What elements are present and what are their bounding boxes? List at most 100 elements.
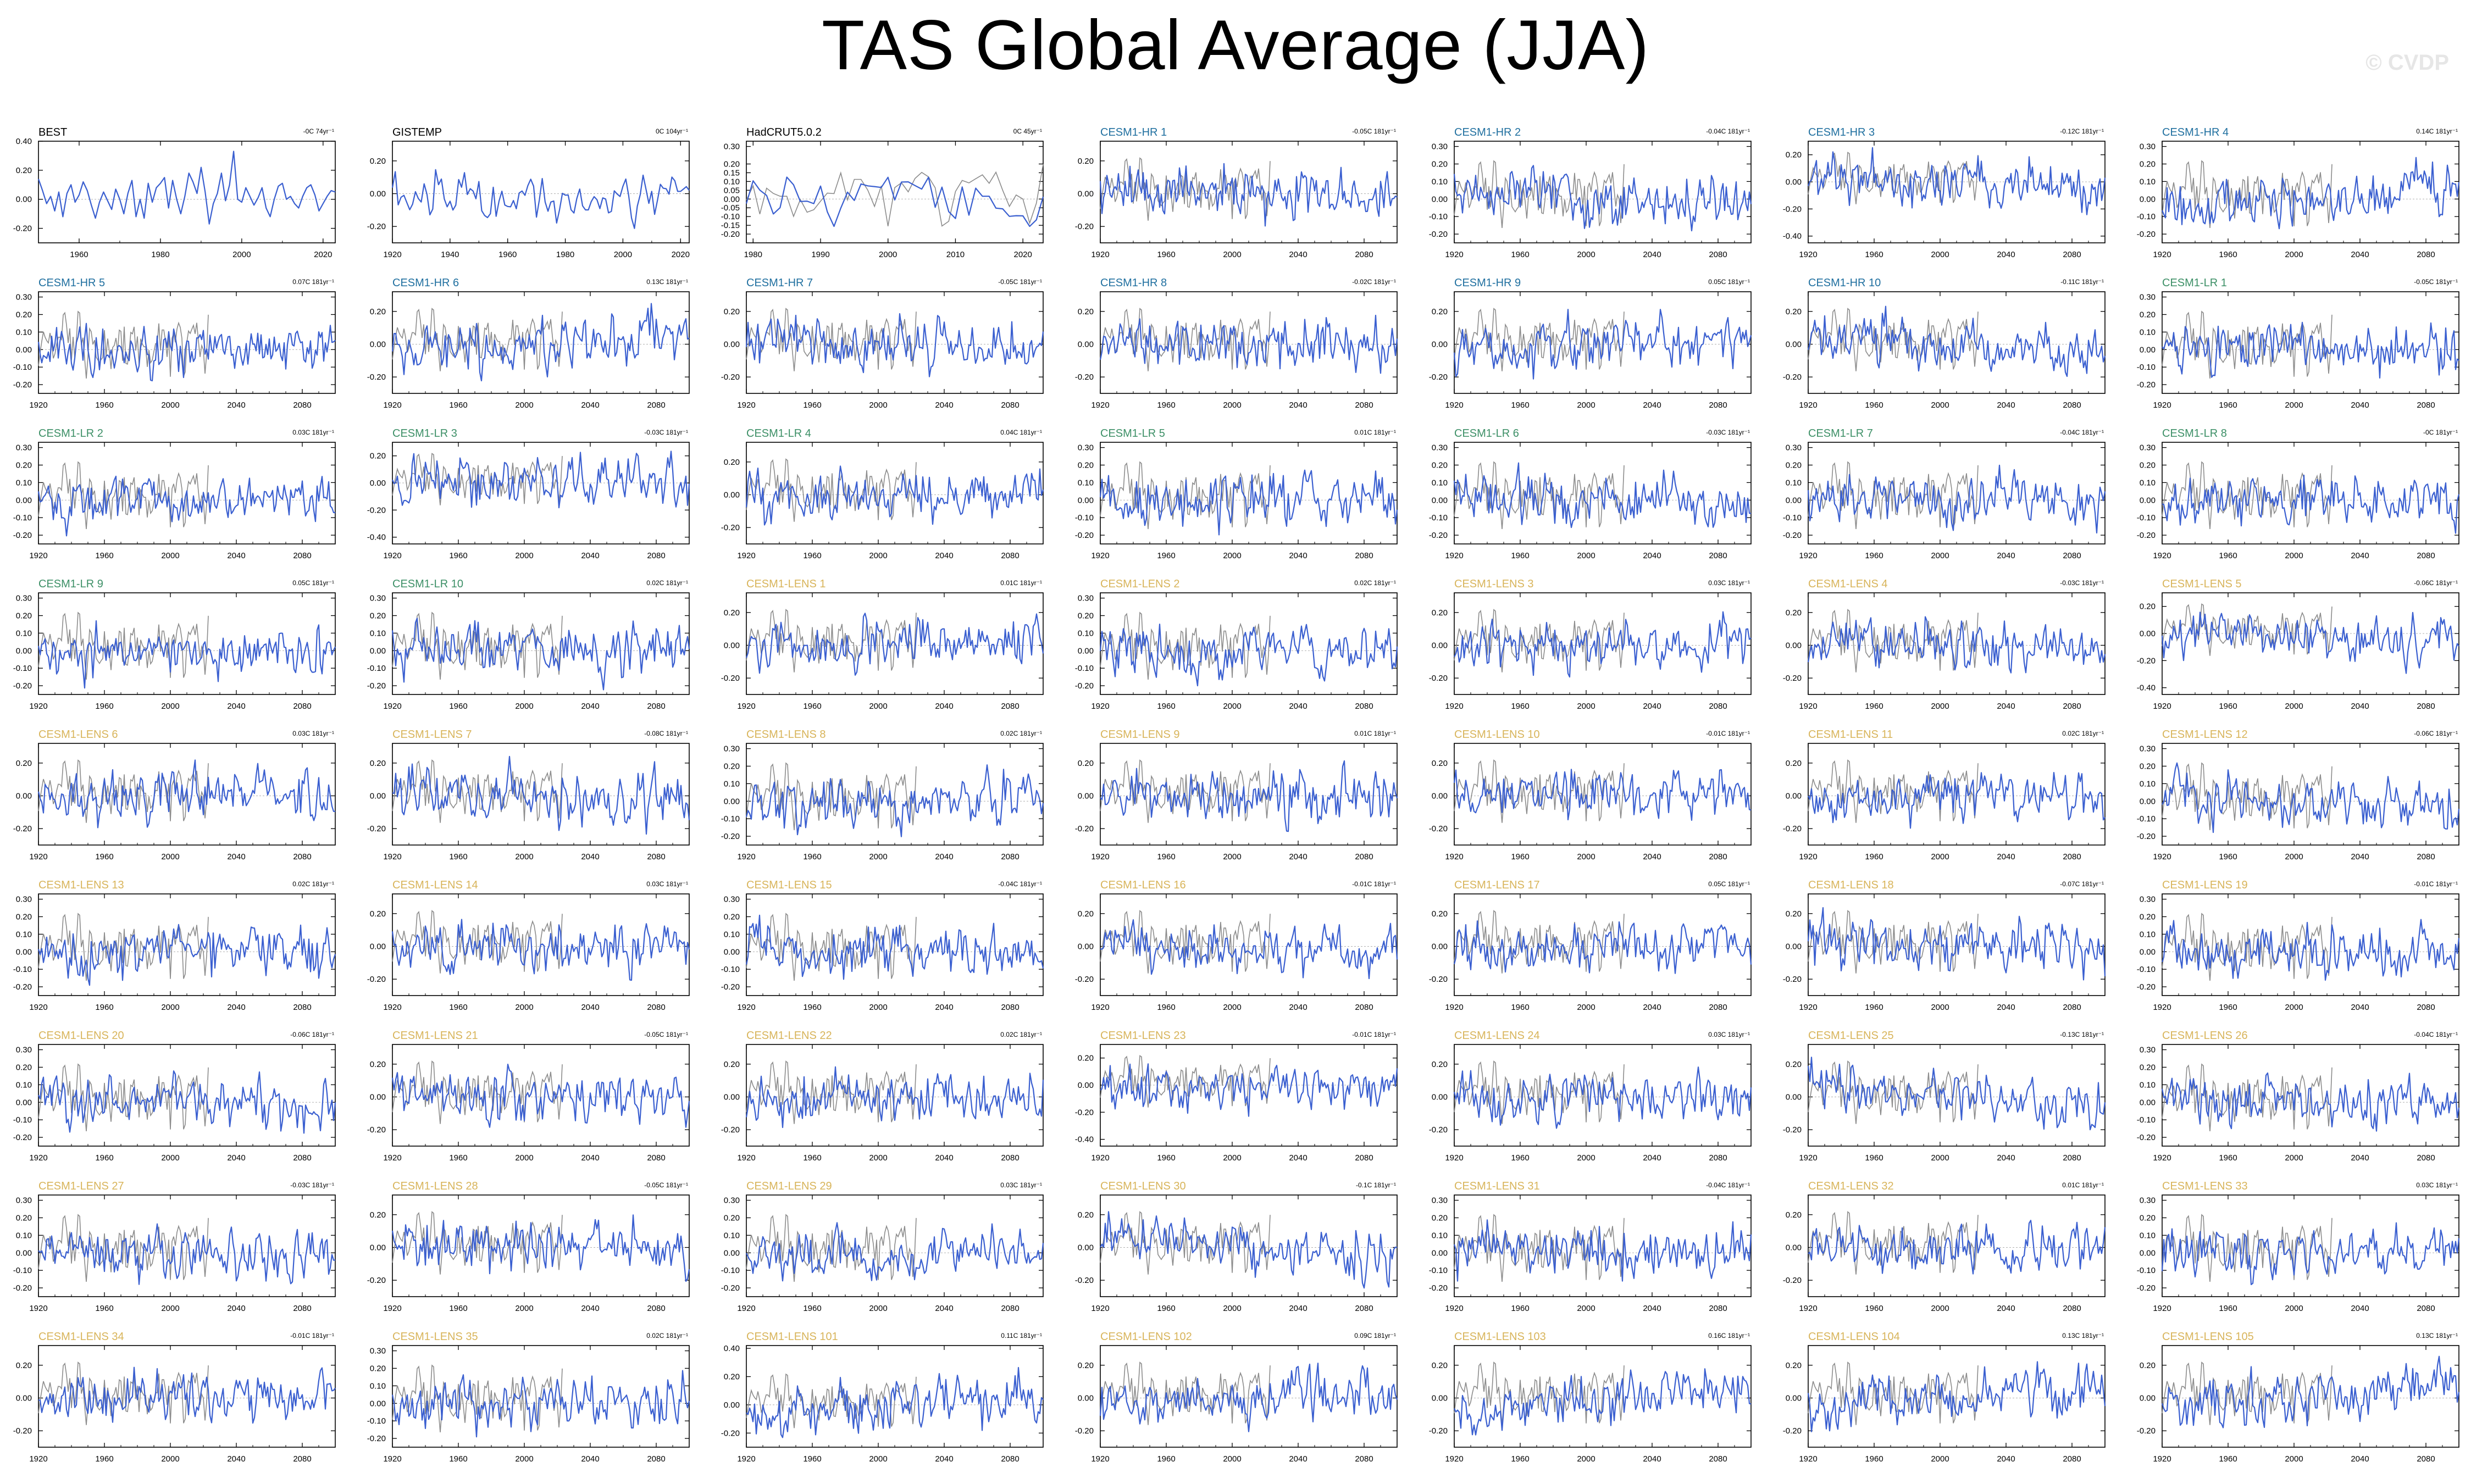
x-tick-label: 2000	[515, 852, 533, 862]
panel-label: CESM1-LR 8	[2162, 427, 2227, 440]
y-tick-label: 0.30	[370, 1347, 386, 1356]
y-tick-label: 0.00	[724, 1248, 740, 1258]
panel-cesm1-lr-5: CESM1-LR 5 0.01C 181yr⁻¹ 0.30 0.20 0.10 0.00 -…	[1075, 427, 1398, 560]
reference-series-line	[2162, 913, 2333, 981]
x-tick-label: 1960	[449, 1153, 467, 1163]
x-tick-label: 1960	[1157, 1003, 1175, 1012]
x-tick-label: 1960	[1511, 702, 1529, 711]
x-tick-label: 1960	[449, 852, 467, 862]
x-tick-label: 2000	[1223, 250, 1241, 259]
reference-series-line	[746, 609, 917, 672]
x-tick-label: 2040	[1997, 250, 2015, 259]
y-tick-label: 0.20	[1432, 159, 1448, 169]
y-tick-label: -0.20	[1783, 674, 1802, 683]
y-tick-label: -0.20	[2137, 832, 2156, 841]
x-tick-label: 2000	[2285, 1304, 2303, 1313]
panel-cesm1-lens-29: CESM1-LENS 29 0.03C 181yr⁻¹ 0.30 0.20 0.10 0.…	[721, 1180, 1044, 1313]
y-tick-label: -0.20	[367, 824, 386, 833]
y-tick-label: 0.10	[2140, 1080, 2156, 1090]
x-tick-label: 2000	[869, 401, 887, 410]
x-tick-label: 2080	[293, 401, 311, 410]
y-tick-label: -0.20	[13, 1133, 32, 1142]
x-tick-label: 1920	[1091, 1454, 1109, 1464]
x-tick-label: 1920	[29, 551, 47, 560]
y-tick-label: 0.00	[724, 641, 740, 650]
x-tick-label: 1960	[2219, 551, 2237, 560]
series-line	[745, 465, 1044, 526]
panel-cesm1-lens-1: CESM1-LENS 1 0.01C 181yr⁻¹ 0.20 0.00 -0.20 19…	[721, 578, 1044, 711]
y-tick-label: 0.20	[1786, 608, 1802, 618]
y-tick-label: 0.10	[16, 930, 32, 939]
y-tick-label: 0.30	[1432, 142, 1448, 152]
plot-frame	[392, 442, 690, 544]
x-tick-label: 1960	[95, 702, 113, 711]
x-tick-label: 2040	[1997, 1304, 2015, 1313]
series-line	[37, 1070, 336, 1134]
series-line	[1453, 165, 1752, 232]
y-tick-label: 0.00	[1432, 1393, 1448, 1403]
y-tick-label: -0.20	[1429, 373, 1448, 382]
x-tick-label: 2020	[1013, 250, 1032, 259]
trend-label: 0.13C 181yr⁻¹	[646, 278, 688, 286]
x-tick-label: 2000	[869, 702, 887, 711]
panel-label: CESM1-LENS 28	[392, 1180, 478, 1192]
x-tick-label: 2000	[161, 1003, 179, 1012]
trend-label: -0.04C 181yr⁻¹	[1706, 1181, 1750, 1189]
x-tick-label: 1920	[1799, 702, 1817, 711]
y-tick-label: 0.20	[724, 912, 740, 921]
x-tick-label: 2000	[1577, 852, 1595, 862]
y-tick-label: 0.00	[724, 947, 740, 957]
trend-label: 0.14C 181yr⁻¹	[2416, 127, 2458, 135]
y-tick-label: -0.15	[721, 221, 740, 230]
reference-series-line	[38, 461, 209, 529]
panel-label: CESM1-LENS 22	[746, 1030, 832, 1042]
series-line	[391, 618, 690, 691]
y-tick-label: -0.20	[1075, 373, 1094, 382]
y-tick-label: 0.20	[1432, 759, 1448, 768]
y-tick-label: 0.20	[16, 759, 32, 768]
x-tick-label: 2000	[869, 1304, 887, 1313]
x-tick-label: 2000	[1931, 702, 1949, 711]
series-line	[1808, 1220, 2106, 1275]
x-tick-label: 2080	[1709, 551, 1727, 560]
x-tick-label: 1960	[1157, 1153, 1175, 1163]
y-tick-label: 0.30	[724, 895, 740, 904]
x-tick-label: 1920	[1445, 1003, 1463, 1012]
x-tick-label: 1960	[803, 551, 821, 560]
y-tick-label: 0.00	[1786, 791, 1802, 801]
x-tick-label: 2080	[2063, 250, 2081, 259]
y-tick-label: -0.20	[2137, 656, 2156, 665]
x-tick-label: 1960	[1511, 1454, 1529, 1464]
y-tick-label: 0.00	[1078, 1243, 1094, 1252]
panel-label: CESM1-LR 1	[2162, 277, 2227, 289]
x-tick-label: 1920	[737, 702, 755, 711]
x-tick-label: 2040	[2351, 702, 2369, 711]
x-tick-label: 2000	[1223, 852, 1241, 862]
series-line	[1807, 147, 2106, 215]
panel-label: CESM1-LENS 35	[392, 1331, 478, 1343]
y-tick-label: 0.10	[16, 1080, 32, 1090]
x-tick-label: 2080	[2063, 1153, 2081, 1163]
x-tick-label: 1920	[1799, 401, 1817, 410]
series-line	[392, 755, 690, 835]
y-tick-label: -0.20	[1075, 1108, 1094, 1117]
y-tick-label: 0.30	[724, 744, 740, 754]
y-tick-label: -0.20	[2137, 1283, 2156, 1293]
x-tick-label: 2080	[2063, 1003, 2081, 1012]
panel-label: CESM1-LENS 101	[746, 1331, 838, 1343]
series-line	[1453, 769, 1752, 821]
y-tick-label: 0.20	[1078, 157, 1094, 166]
y-tick-label: -0.20	[1429, 824, 1448, 833]
y-tick-label: -0.10	[721, 814, 740, 824]
panel-cesm1-hr-3: CESM1-HR 3 -0.12C 181yr⁻¹ 0.20 0.00 -0.20 -0.…	[1783, 126, 2106, 259]
x-tick-label: 1960	[2219, 1153, 2237, 1163]
trend-label: 0C 104yr⁻¹	[656, 127, 688, 135]
y-tick-label: 0.20	[2140, 912, 2156, 921]
x-tick-label: 2080	[1355, 401, 1373, 410]
x-tick-label: 1960	[95, 1304, 113, 1313]
x-tick-label: 2080	[1355, 551, 1373, 560]
y-tick-label: 0.20	[2140, 1063, 2156, 1072]
x-tick-label: 2000	[2285, 250, 2303, 259]
x-tick-label: 1960	[449, 1304, 467, 1313]
panel-label: CESM1-LENS 17	[1454, 879, 1540, 891]
